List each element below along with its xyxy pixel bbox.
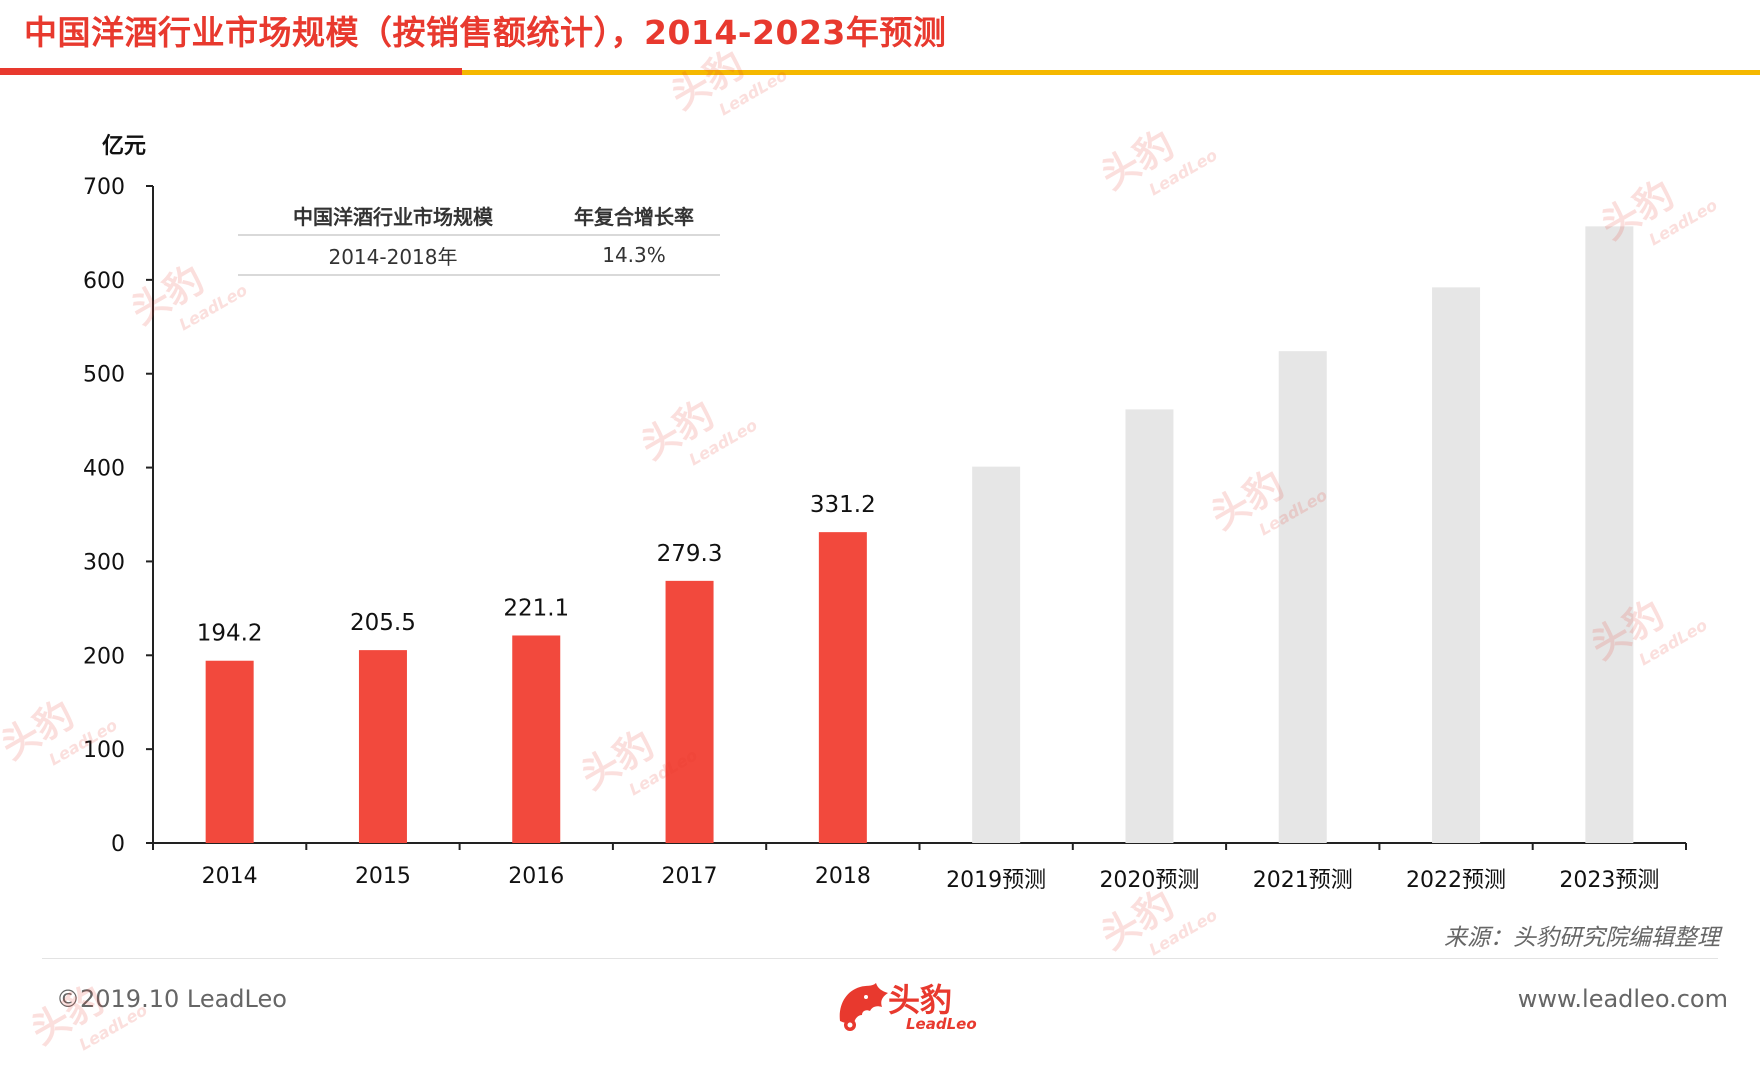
- data-label: 194.2: [197, 621, 263, 647]
- bar: [512, 635, 561, 843]
- cagr-table-row: 2014-2018年 14.3%: [238, 236, 720, 276]
- cagr-table-header-cagr: 年复合增长率: [574, 204, 694, 229]
- footer-divider: [42, 958, 1718, 959]
- y-tick-label: 500: [83, 363, 125, 388]
- forecast-bar: [1278, 351, 1327, 843]
- bar: [205, 660, 254, 843]
- y-tick-label: 300: [83, 550, 125, 575]
- x-tick-label: 2018: [815, 864, 871, 889]
- data-label: 221.1: [503, 595, 569, 621]
- data-label: 331.2: [810, 492, 876, 518]
- y-axis: 0 100 200 300 400 500 600 700: [83, 175, 154, 857]
- bar: [358, 650, 407, 843]
- x-tick-label: 2015: [355, 864, 411, 889]
- x-tick-label: 2017: [662, 864, 718, 889]
- x-tick-label: 2014: [202, 864, 258, 889]
- x-tick-label: 2019预测: [946, 868, 1046, 893]
- logo-subtext: LeadLeo: [906, 1015, 977, 1033]
- x-tick-label: 2016: [508, 864, 564, 889]
- y-tick-label: 700: [83, 175, 125, 200]
- cagr-table: 中国洋酒行业市场规模 年复合增长率 2014-2018年 14.3%: [238, 196, 720, 276]
- x-tick-label: 2023预测: [1559, 868, 1659, 893]
- bars: [205, 226, 1634, 843]
- cagr-table-header-market: 中国洋酒行业市场规模: [293, 204, 493, 229]
- bar: [818, 532, 867, 843]
- title-underline-yellow: [462, 70, 1760, 75]
- forecast-bar: [1432, 287, 1481, 843]
- y-tick-label: 100: [83, 738, 125, 763]
- bar: [665, 580, 714, 843]
- forecast-bar: [1125, 409, 1174, 843]
- x-tick-label: 2021预测: [1253, 868, 1353, 893]
- y-tick-label: 400: [83, 457, 125, 482]
- footer-copyright: ©2019.10 LeadLeo: [56, 985, 287, 1013]
- x-tick-label: 2020预测: [1099, 868, 1199, 893]
- cagr-table-period: 2014-2018年: [328, 244, 458, 269]
- leadleo-logo: 头豹 LeadLeo: [836, 975, 986, 1035]
- x-axis: 2014 2015 2016 2017 2018 2019预测 2020预测 2021预测 20…: [152, 842, 1687, 893]
- y-tick-label: 600: [83, 269, 125, 294]
- forecast-bar: [972, 466, 1021, 843]
- title-underline-red: [0, 68, 462, 75]
- data-labels: 194.2 205.5 221.1 279.3 331.2: [197, 492, 876, 647]
- logo-text: 头豹: [888, 981, 953, 1019]
- y-tick-label: 200: [83, 644, 125, 669]
- forecast-bar: [1585, 226, 1634, 843]
- footer-website: www.leadleo.com: [1517, 985, 1728, 1013]
- cagr-table-header: 中国洋酒行业市场规模 年复合增长率: [238, 196, 720, 236]
- data-label: 205.5: [350, 610, 416, 636]
- page-title: 中国洋酒行业市场规模（按销售额统计），2014-2023年预测: [24, 13, 947, 52]
- source-note: 来源：头豹研究院编辑整理: [1444, 925, 1720, 951]
- cagr-table-value: 14.3%: [602, 243, 666, 267]
- y-axis-unit: 亿元: [102, 134, 147, 159]
- x-tick-label: 2022预测: [1406, 868, 1506, 893]
- data-label: 279.3: [657, 541, 723, 567]
- leopard-icon: [839, 983, 888, 1031]
- y-tick-label: 0: [111, 832, 125, 857]
